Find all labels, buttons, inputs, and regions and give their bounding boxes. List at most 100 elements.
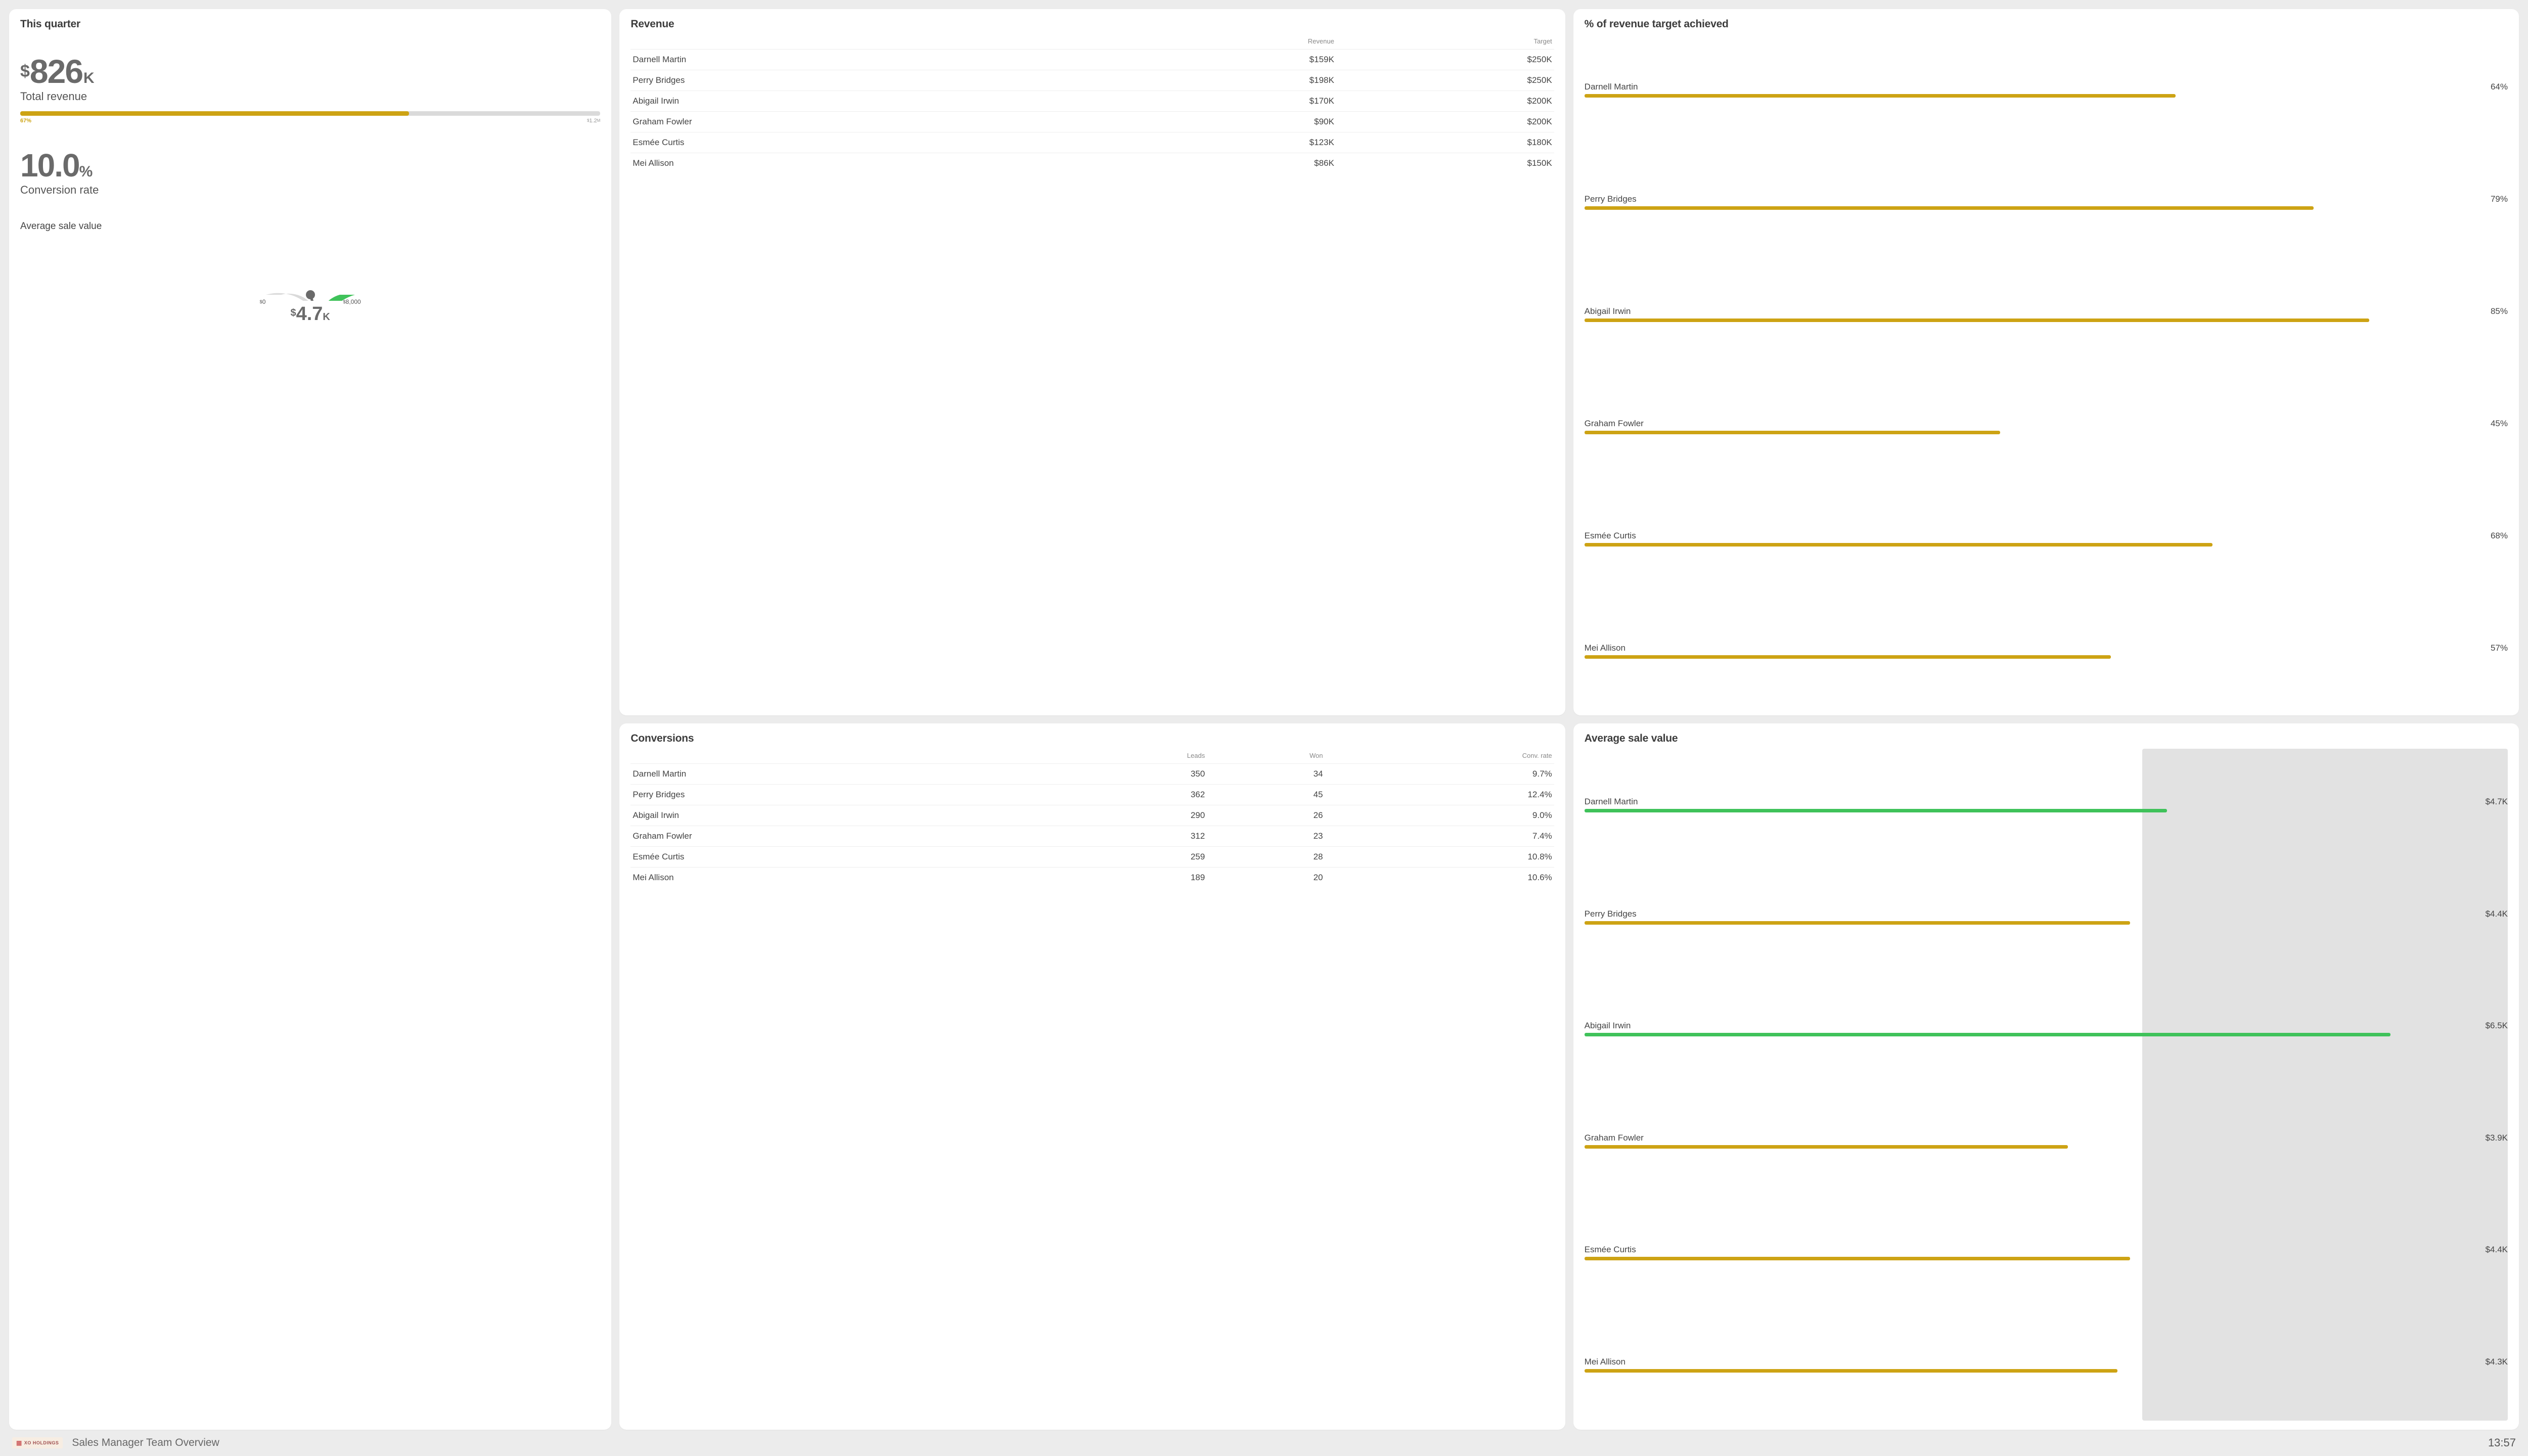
bar-row: Abigail Irwin85% bbox=[1585, 306, 2508, 322]
avg-bar-list: Darnell Martin$4.7K Perry Bridges$4.4K Abi… bbox=[1585, 749, 2508, 1421]
summary-card: This quarter $826K Total revenue 67% $1.… bbox=[9, 9, 611, 1430]
bar-track bbox=[1585, 921, 2508, 925]
footer-time: 13:57 bbox=[2488, 1436, 2516, 1449]
bar-name: Perry Bridges bbox=[1585, 194, 1637, 204]
logo-badge: ▦ XO HOLDINGS bbox=[12, 1437, 63, 1448]
avg-sale-card-title: Average sale value bbox=[1585, 733, 2508, 745]
avg-sale-card: Average sale value Darnell Martin$4.7K Pe… bbox=[1573, 723, 2519, 1430]
table-row: Darnell Martin$159K$250K bbox=[630, 50, 1554, 70]
table-cell: $250K bbox=[1336, 50, 1554, 70]
bar-row: Esmée Curtis68% bbox=[1585, 531, 2508, 547]
bar-row: Graham Fowler45% bbox=[1585, 419, 2508, 434]
total-revenue-label: Total revenue bbox=[20, 90, 600, 103]
bar-fill bbox=[1585, 921, 2130, 925]
bar-name: Darnell Martin bbox=[1585, 797, 1638, 807]
avg-sale-panel: Darnell Martin$4.7K Perry Bridges$4.4K Abi… bbox=[1585, 749, 2508, 1421]
table-row: Graham Fowler312237.4% bbox=[630, 826, 1554, 847]
table-cell: 312 bbox=[1059, 826, 1207, 847]
bar-row: Darnell Martin$4.7K bbox=[1585, 797, 2508, 812]
table-cell: 10.8% bbox=[1325, 847, 1554, 868]
bar-fill bbox=[1585, 431, 2000, 434]
table-cell: 23 bbox=[1207, 826, 1325, 847]
bar-value: $6.5K bbox=[2486, 1021, 2508, 1031]
table-cell: 10.6% bbox=[1325, 868, 1554, 888]
bar-name: Abigail Irwin bbox=[1585, 1021, 1631, 1031]
table-cell: Perry Bridges bbox=[630, 70, 1107, 91]
bar-track bbox=[1585, 1257, 2508, 1260]
table-cell: Esmée Curtis bbox=[630, 132, 1107, 153]
bar-value: 79% bbox=[2491, 194, 2508, 204]
table-header: Leads bbox=[1059, 749, 1207, 764]
bar-track bbox=[1585, 1033, 2508, 1036]
table-cell: 26 bbox=[1207, 805, 1325, 826]
bar-fill bbox=[1585, 206, 2314, 210]
conversion-value: 10.0 bbox=[20, 147, 79, 184]
table-cell: 9.7% bbox=[1325, 764, 1554, 785]
table-cell: Mei Allison bbox=[630, 153, 1107, 174]
conversions-card: Conversions LeadsWonConv. rate Darnell M… bbox=[619, 723, 1565, 1430]
table-cell: 34 bbox=[1207, 764, 1325, 785]
avg-sale-title: Average sale value bbox=[20, 221, 600, 232]
dashboard: This quarter $826K Total revenue 67% $1.… bbox=[9, 9, 2519, 1430]
gauge-fill bbox=[318, 295, 354, 301]
table-cell: 9.0% bbox=[1325, 805, 1554, 826]
target-title: % of revenue target achieved bbox=[1585, 18, 2508, 30]
bar-track bbox=[1585, 809, 2508, 812]
table-cell: 259 bbox=[1059, 847, 1207, 868]
table-row: Perry Bridges$198K$250K bbox=[630, 70, 1554, 91]
gauge-value: $4.7K bbox=[20, 303, 600, 325]
logo-text: XO HOLDINGS bbox=[24, 1440, 59, 1445]
table-cell: $200K bbox=[1336, 91, 1554, 112]
table-cell: $180K bbox=[1336, 132, 1554, 153]
table-cell: Graham Fowler bbox=[630, 112, 1107, 132]
summary-title: This quarter bbox=[20, 18, 600, 30]
table-header bbox=[630, 34, 1107, 50]
bar-name: Darnell Martin bbox=[1585, 82, 1638, 92]
table-cell: 12.4% bbox=[1325, 785, 1554, 805]
table-header: Conv. rate bbox=[1325, 749, 1554, 764]
table-cell: 290 bbox=[1059, 805, 1207, 826]
table-row: Abigail Irwin$170K$200K bbox=[630, 91, 1554, 112]
bar-track bbox=[1585, 543, 2508, 547]
table-cell: $123K bbox=[1107, 132, 1336, 153]
table-row: Mei Allison$86K$150K bbox=[630, 153, 1554, 174]
bar-row: Perry Bridges$4.4K bbox=[1585, 909, 2508, 925]
gauge-hub bbox=[306, 290, 315, 299]
total-revenue-value: $826K bbox=[20, 55, 600, 88]
table-cell: $159K bbox=[1107, 50, 1336, 70]
avg-sale-block: Average sale value $0 $8,000 $4.7K bbox=[20, 221, 600, 325]
table-cell: 45 bbox=[1207, 785, 1325, 805]
bar-fill bbox=[1585, 318, 2369, 322]
bar-name: Mei Allison bbox=[1585, 643, 1626, 653]
bar-fill bbox=[1585, 543, 2213, 547]
bar-row: Darnell Martin64% bbox=[1585, 82, 2508, 98]
bar-track bbox=[1585, 318, 2508, 322]
revenue-title: Revenue bbox=[630, 18, 1554, 30]
table-cell: $198K bbox=[1107, 70, 1336, 91]
bar-value: $4.3K bbox=[2486, 1357, 2508, 1367]
table-cell: Darnell Martin bbox=[630, 764, 1058, 785]
bar-value: 68% bbox=[2491, 531, 2508, 541]
bar-value: 85% bbox=[2491, 306, 2508, 316]
footer-title: Sales Manager Team Overview bbox=[72, 1437, 2479, 1449]
gauge bbox=[255, 235, 366, 303]
table-cell: $86K bbox=[1107, 153, 1336, 174]
conversions-title: Conversions bbox=[630, 733, 1554, 745]
table-header: Revenue bbox=[1107, 34, 1336, 50]
table-row: Mei Allison1892010.6% bbox=[630, 868, 1554, 888]
conversions-table: LeadsWonConv. rate Darnell Martin350349.… bbox=[630, 749, 1554, 888]
table-cell: Mei Allison bbox=[630, 868, 1058, 888]
table-cell: Graham Fowler bbox=[630, 826, 1058, 847]
bar-value: $4.4K bbox=[2486, 1245, 2508, 1255]
table-cell: $90K bbox=[1107, 112, 1336, 132]
bar-row: Esmée Curtis $4.4K bbox=[1585, 1245, 2508, 1260]
table-cell: $250K bbox=[1336, 70, 1554, 91]
bar-track bbox=[1585, 655, 2508, 659]
bar-name: Graham Fowler bbox=[1585, 1133, 1644, 1143]
bar-name: Esmée Curtis bbox=[1585, 1245, 1636, 1255]
conversion-block: 10.0% Conversion rate bbox=[20, 149, 600, 197]
table-header: Target bbox=[1336, 34, 1554, 50]
logo-icon: ▦ bbox=[16, 1439, 22, 1446]
bar-name: Mei Allison bbox=[1585, 1357, 1626, 1367]
bar-track bbox=[1585, 1145, 2508, 1149]
